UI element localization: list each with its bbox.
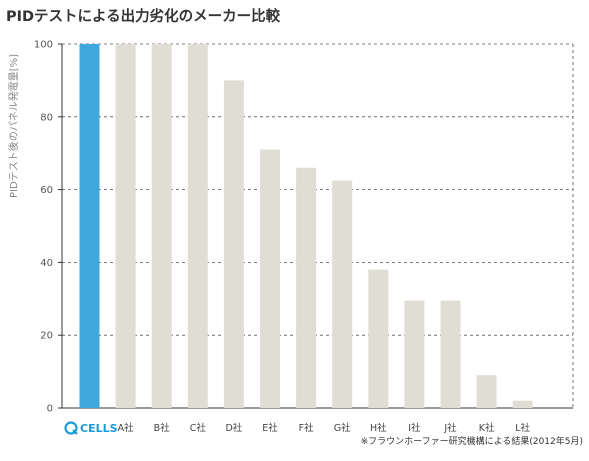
y-tick-label: 100	[34, 40, 53, 51]
x-category-label: K社	[479, 422, 495, 434]
y-tick-label: 20	[40, 331, 53, 342]
x-category-label: L社	[515, 422, 530, 434]
x-category-label: H社	[370, 422, 387, 434]
bar-company-8	[368, 269, 389, 408]
y-axis-label: PIDテスト後のパネル発電量[%]	[7, 54, 20, 198]
bar-company-2	[151, 44, 172, 408]
bar-company-10	[440, 300, 461, 408]
logo-text: CELLS	[80, 422, 118, 435]
bar-company-9	[404, 300, 425, 408]
grid-lines	[61, 43, 574, 409]
bar-company-12	[512, 400, 533, 408]
qcells-logo: CELLS	[64, 421, 118, 435]
bar-company-11	[476, 375, 497, 408]
x-category-label: A社	[118, 422, 134, 434]
q-logo-tail	[72, 429, 78, 435]
x-category-label: D社	[225, 422, 242, 434]
y-tick-labels: 0 20 40 60 80 100	[34, 40, 62, 415]
x-category-label: C社	[190, 422, 207, 434]
x-category-label: E社	[262, 422, 278, 434]
x-category-label: G社	[334, 422, 351, 434]
x-category-label: B社	[154, 422, 171, 434]
x-category-label: I社	[408, 422, 421, 434]
bars	[79, 44, 533, 409]
x-category-label: J社	[443, 422, 457, 434]
footnote: ※フラウンホーファー研究機構による結果(2012年5月)	[361, 435, 583, 447]
q-logo-mark	[64, 421, 78, 435]
y-tick-label: 0	[47, 404, 53, 415]
x-category-labels: A社 B社 C社 D社 E社 F社 G社 H社 I社 J社 K社 L社	[118, 422, 531, 434]
bar-company-4	[223, 80, 244, 409]
chart-title: PIDテストによる出力劣化のメーカー比較	[6, 7, 281, 25]
bar-company-3	[187, 44, 208, 408]
bar-qcells	[79, 44, 100, 408]
bar-company-6	[296, 167, 317, 408]
y-tick-label: 60	[40, 185, 53, 196]
x-category-label: F社	[299, 422, 314, 434]
bar-company-5	[260, 149, 280, 408]
bar-company-7	[332, 180, 353, 408]
y-tick-label: 80	[40, 112, 53, 123]
bar-company-1	[115, 44, 136, 408]
y-tick-label: 40	[40, 258, 53, 269]
